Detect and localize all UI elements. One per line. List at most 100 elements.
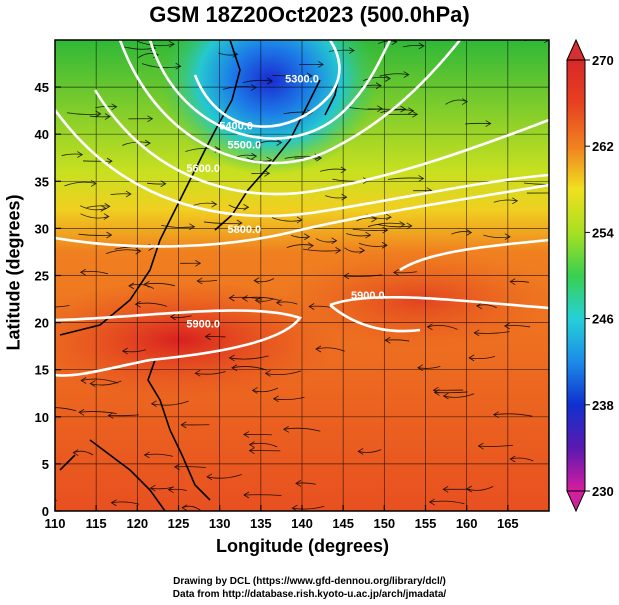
streamline (493, 413, 533, 417)
streamline (144, 282, 175, 287)
streamline-arrow (556, 181, 561, 187)
streamline (291, 234, 310, 238)
y-tick-label: 20 (35, 316, 49, 331)
contour-label: 5600.0 (186, 163, 220, 175)
streamline (380, 109, 414, 113)
contour-label: 5800.0 (228, 224, 262, 236)
streamline (150, 486, 174, 490)
streamline (170, 315, 192, 318)
streamline-arrow (181, 504, 188, 511)
streamline (81, 378, 118, 384)
streamline-arrow (408, 107, 415, 115)
streamline-arrow (89, 380, 96, 387)
streamline-arrow (175, 62, 182, 70)
streamline-arrow (95, 110, 102, 118)
streamline-arrow (377, 105, 384, 113)
streamline (254, 278, 275, 283)
streamline-arrow (111, 103, 118, 111)
streamline-arrow (211, 200, 218, 208)
streamline (55, 407, 77, 412)
streamline-arrow (442, 392, 449, 400)
streamline-arrow (168, 40, 175, 48)
streamline-arrow (403, 71, 410, 78)
x-tick-label: 155 (415, 516, 437, 531)
contour-5800 (55, 183, 549, 248)
streamline-arrow (442, 485, 449, 493)
streamline-arrow (80, 377, 87, 384)
streamline (128, 283, 155, 289)
streamline-arrow (304, 233, 311, 241)
colorbar-ticks: 230 238 246 254 262 270 (585, 53, 614, 499)
streamline (168, 488, 187, 491)
streamline-arrow (291, 504, 298, 511)
streamline (195, 371, 226, 375)
height-contours (55, 40, 549, 377)
streamline-arrow (264, 369, 271, 377)
streamline-arrow (104, 113, 111, 120)
streamline-arrow (134, 300, 141, 308)
streamline (476, 304, 497, 309)
x-tick-label: 110 (45, 516, 66, 531)
colorbar-min-arrow (566, 490, 586, 513)
streamline-arrow (248, 441, 255, 448)
streamline-arrow (251, 387, 258, 394)
streamline (429, 500, 465, 505)
streamline (328, 49, 355, 52)
streamline-arrow (243, 491, 250, 499)
streamline-arrow (250, 84, 257, 91)
streamline-arrow (36, 304, 41, 310)
streamline (276, 301, 298, 305)
streamline-arrow (509, 455, 516, 463)
streamline-arrow (399, 221, 406, 228)
streamline-arrow (544, 40, 549, 44)
streamline (478, 444, 513, 447)
colorbar-tick-label: 230 (592, 484, 614, 499)
contour-label: 5300.0 (285, 73, 319, 85)
streamline-arrow (426, 323, 433, 331)
streamline-arrow (317, 61, 324, 68)
streamline-arrow (149, 484, 156, 492)
streamline-arrow (307, 242, 314, 250)
streamline (271, 217, 303, 222)
streamline-arrow (143, 451, 150, 459)
streamline (469, 356, 496, 360)
streamline (378, 40, 397, 44)
streamline-arrow (384, 336, 391, 344)
streamline-arrow (228, 294, 235, 302)
streamline-arrow (385, 213, 392, 221)
streamline-arrow (236, 219, 243, 227)
y-axis-label: Latitude (degrees) (3, 194, 24, 351)
streamline (427, 325, 458, 330)
streamline-arrow (381, 241, 388, 249)
x-tick-label: 145 (332, 516, 354, 531)
credit-drawing: Drawing by DCL (https://www.gfd-dennou.o… (173, 576, 446, 587)
contour-5600 (93, 89, 549, 196)
contour-label: 5900.0 (186, 318, 220, 330)
streamline (110, 193, 131, 195)
streamline (105, 249, 141, 254)
streamline (325, 195, 347, 199)
streamline (379, 73, 409, 77)
x-tick-label: 140 (291, 516, 313, 531)
streamline (231, 366, 267, 371)
streamline-arrow (433, 389, 440, 396)
streamline (465, 122, 491, 125)
streamline-arrow (103, 213, 110, 220)
x-tick-label: 125 (168, 516, 190, 531)
streamline-arrow (295, 480, 302, 487)
streamline (242, 79, 273, 83)
contour-labels: 5300.0 5400.0 5500.0 5600.0 5800.0 5900.0 5900… (186, 73, 384, 330)
streamline-arrow (264, 170, 271, 177)
streamline-arrow (504, 233, 511, 241)
colorbar-tick-label: 254 (592, 225, 614, 240)
streamline (393, 271, 417, 274)
streamline-arrow (418, 175, 425, 182)
streamline-arrow (144, 139, 151, 147)
streamline-arrow (476, 302, 483, 310)
streamline-arrow (512, 197, 519, 205)
streamline (55, 500, 57, 502)
streamline-arrow (169, 313, 176, 321)
x-axis-ticks: 110 115 120 125 130 135 140 145 150 155 160 165 (45, 505, 519, 531)
streamline-arrow (400, 105, 407, 113)
